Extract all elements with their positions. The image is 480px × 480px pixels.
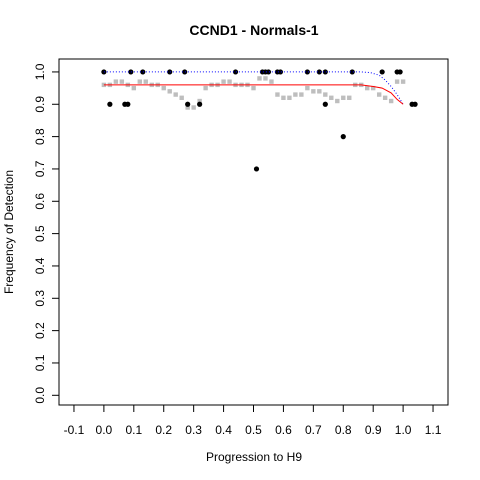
smoothed-point bbox=[275, 92, 280, 97]
observed-point bbox=[182, 69, 188, 75]
smoothed-point bbox=[191, 105, 196, 110]
observed-point bbox=[397, 69, 403, 75]
x-tick-label: 1.1 bbox=[425, 423, 442, 437]
y-tick-label: 0.3 bbox=[33, 290, 47, 307]
x-axis-label: Progression to H9 bbox=[206, 450, 302, 464]
chart-title: CCND1 - Normals-1 bbox=[189, 22, 318, 38]
smoothed-point bbox=[119, 79, 125, 84]
x-tick-label: 0.1 bbox=[125, 423, 142, 437]
smoothed-point bbox=[347, 95, 352, 101]
smoothed-point bbox=[305, 85, 310, 91]
x-tick-label: 0.2 bbox=[155, 423, 172, 437]
smoothed-point bbox=[143, 79, 148, 84]
smoothed-point bbox=[203, 85, 208, 91]
y-tick-label: 0.5 bbox=[33, 225, 47, 242]
observed-point bbox=[412, 101, 418, 107]
observed-point bbox=[197, 101, 203, 107]
x-tick-label: 0.0 bbox=[96, 423, 113, 437]
smoothed-point bbox=[329, 95, 334, 101]
smoothed-point bbox=[341, 95, 346, 101]
observed-point bbox=[265, 69, 272, 75]
smoothed-point bbox=[323, 92, 328, 97]
observed-point bbox=[253, 166, 260, 172]
y-tick-label: 1.0 bbox=[33, 63, 47, 80]
smoothed-point bbox=[388, 98, 394, 104]
x-tick-label: 0.6 bbox=[275, 423, 292, 437]
observed-point bbox=[349, 69, 355, 75]
observed-point bbox=[167, 69, 173, 75]
observed-point bbox=[140, 69, 146, 75]
y-tick-label: 0.9 bbox=[33, 96, 47, 113]
smoothed-point bbox=[131, 85, 137, 91]
smoothed-point bbox=[263, 76, 268, 81]
smoothed-point bbox=[161, 85, 166, 91]
smoothed-point bbox=[299, 92, 304, 97]
y-axis-label: Frequency of Detection bbox=[2, 170, 16, 294]
smoothed-point bbox=[197, 98, 202, 104]
x-tick-label: 0.4 bbox=[215, 423, 232, 437]
smoothed-point bbox=[137, 79, 142, 84]
observed-series bbox=[101, 69, 418, 172]
y-tick-label: 0.7 bbox=[33, 160, 47, 177]
smoothed-point bbox=[167, 89, 172, 94]
observed-point bbox=[316, 69, 322, 75]
observed-point bbox=[379, 69, 385, 75]
smoothed-point bbox=[317, 89, 322, 94]
observed-point bbox=[277, 69, 284, 75]
observed-point bbox=[322, 69, 328, 75]
smoothed-point bbox=[311, 89, 316, 94]
smoothed-point bbox=[400, 79, 406, 84]
y-tick-label: 0.4 bbox=[33, 257, 47, 274]
smoothed-point bbox=[251, 85, 256, 91]
x-tick-label: 0.5 bbox=[245, 423, 262, 437]
y-tick-label: 0.2 bbox=[33, 322, 47, 339]
observed-point bbox=[304, 69, 310, 75]
smoothed-point bbox=[269, 79, 274, 84]
smoothed-point bbox=[287, 95, 292, 101]
smoothed-point bbox=[221, 79, 226, 84]
y-tick-label: 0.1 bbox=[33, 354, 47, 371]
smoothed-point bbox=[365, 85, 370, 91]
x-axis: -0.1 0.0 0.1 0.2 0.3 0.4 0.5 0.6 0.7 0.8 0.9 1.0 1.1 bbox=[64, 405, 442, 437]
smoothed-point bbox=[227, 79, 232, 84]
y-tick-label: 0.0 bbox=[33, 387, 47, 404]
smoothed-point bbox=[376, 92, 382, 97]
y-tick-label: 0.8 bbox=[33, 128, 47, 145]
x-tick-label: -0.1 bbox=[64, 423, 85, 437]
smoothed-point bbox=[335, 98, 340, 104]
observed-point bbox=[128, 69, 134, 75]
smoothed-point bbox=[257, 76, 262, 81]
smoothed-point bbox=[382, 95, 388, 101]
smoothed-point bbox=[394, 79, 400, 84]
fit-series-line bbox=[103, 84, 404, 105]
x-tick-label: 0.9 bbox=[365, 423, 382, 437]
smoothed-point bbox=[370, 85, 376, 91]
observed-point bbox=[232, 69, 239, 75]
smoothed-point bbox=[113, 79, 119, 84]
x-tick-label: 1.0 bbox=[395, 423, 412, 437]
smoothed-point bbox=[293, 92, 298, 97]
smoothed-point bbox=[281, 95, 286, 101]
observed-point bbox=[322, 101, 328, 107]
observed-point bbox=[125, 101, 131, 107]
observed-point bbox=[107, 101, 113, 107]
x-tick-label: 0.3 bbox=[185, 423, 202, 437]
y-tick-label: 0.6 bbox=[33, 193, 47, 210]
smoothed-point bbox=[173, 92, 178, 97]
observed-point bbox=[185, 101, 191, 107]
x-tick-label: 0.8 bbox=[335, 423, 352, 437]
x-tick-label: 0.7 bbox=[305, 423, 322, 437]
smoothed-point bbox=[179, 95, 184, 101]
smoothed-point bbox=[185, 105, 190, 110]
y-axis: 0.0 0.1 0.2 0.3 0.4 0.5 0.6 0.7 0.8 0.9 1.0 bbox=[33, 63, 59, 404]
observed-point bbox=[340, 134, 346, 140]
